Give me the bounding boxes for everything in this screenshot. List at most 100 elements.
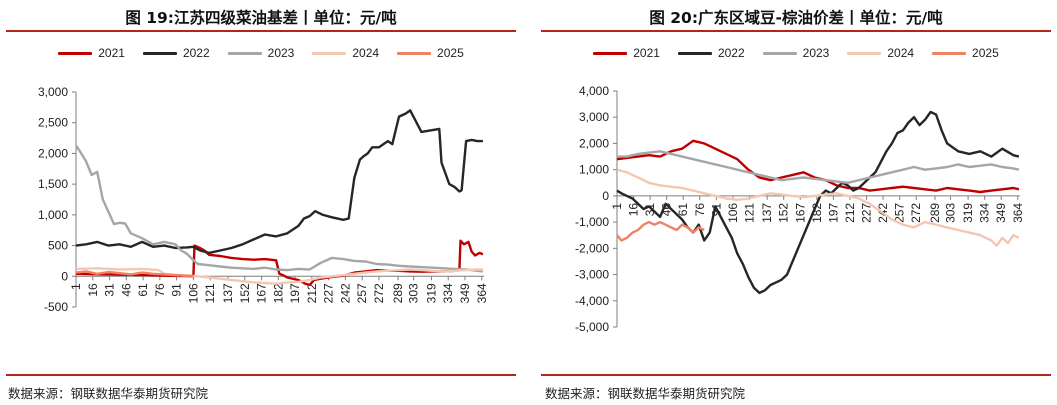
x-tick-label: 1 bbox=[610, 203, 624, 210]
x-tick-label: 91 bbox=[170, 283, 184, 297]
bottom-divider-right bbox=[541, 374, 1051, 376]
legend-label: 2021 bbox=[633, 46, 660, 60]
x-tick-label: 289 bbox=[928, 203, 942, 223]
x-tick-label: 212 bbox=[305, 283, 319, 303]
y-tick-label: -4,000 bbox=[575, 294, 609, 308]
x-tick-label: 303 bbox=[943, 203, 957, 223]
legend-item-2025: 2025 bbox=[397, 44, 464, 62]
chart-panel-right: 图 20:广东区域豆-棕油价差丨单位：元/吨 2021 2022 2023 2024 2… bbox=[535, 0, 1057, 380]
x-tick-label: 61 bbox=[676, 203, 690, 217]
legend-item-2023: 2023 bbox=[762, 44, 830, 62]
series-line-2025 bbox=[616, 220, 705, 242]
chart-title-right: 图 20:广东区域豆-棕油价差丨单位：元/吨 bbox=[649, 9, 943, 27]
legend-swatch bbox=[932, 51, 967, 55]
x-tick-label: 167 bbox=[255, 283, 269, 303]
x-tick-label: 182 bbox=[271, 283, 285, 303]
plot-area-left: 3,000 2,500 2,000 1,500 1,000 500 0 -500 1 16 31 46… bbox=[38, 85, 489, 314]
y-tick-label: -500 bbox=[44, 300, 68, 314]
legend-label: 2021 bbox=[98, 46, 125, 60]
x-tick-label: 31 bbox=[103, 283, 117, 297]
legend-item-2023: 2023 bbox=[227, 44, 295, 62]
legend-swatch bbox=[397, 51, 432, 55]
chart-panel-left: 图 19:江苏四级菜油基差丨单位：元/吨 2021 2022 2023 2024 202… bbox=[0, 0, 522, 380]
x-tick-label: 272 bbox=[372, 283, 386, 303]
x-tick-label: 227 bbox=[860, 203, 874, 223]
x-tick-label: 319 bbox=[961, 203, 975, 223]
x-tick-label: 16 bbox=[627, 203, 641, 217]
x-tick-label: 137 bbox=[760, 203, 774, 223]
legend-item-2022: 2022 bbox=[677, 44, 745, 62]
legend-swatch bbox=[142, 51, 177, 55]
legend-swatch bbox=[312, 51, 347, 55]
legend-right: 2021 2022 2023 2024 2025 bbox=[535, 44, 1057, 62]
series-line-2023 bbox=[74, 144, 484, 273]
x-tick-label: 197 bbox=[826, 203, 840, 223]
x-tick-label: 212 bbox=[843, 203, 857, 223]
legend-item-2024: 2024 bbox=[312, 44, 379, 62]
legend-item-2022: 2022 bbox=[142, 44, 210, 62]
legend-label: 2025 bbox=[437, 46, 464, 60]
y-tick-label: 0 bbox=[61, 269, 68, 283]
legend-left: 2021 2022 2023 2024 2025 bbox=[0, 44, 522, 62]
series-line-2025 bbox=[75, 270, 194, 278]
x-tick-label: 137 bbox=[221, 283, 235, 303]
x-tick-label: 16 bbox=[86, 283, 100, 297]
y-tick-label: 2,500 bbox=[38, 116, 68, 130]
legend-label: 2023 bbox=[267, 46, 295, 60]
legend-label: 2024 bbox=[887, 46, 915, 60]
plot-area-right: 4,000 3,000 2,000 1,000 0 -1,000 -2,000 -3,000 -… bbox=[575, 84, 1025, 334]
legend-swatch bbox=[58, 51, 93, 55]
legend-swatch bbox=[677, 51, 712, 55]
x-tick-label: 167 bbox=[793, 203, 807, 223]
y-tick-label: 3,000 bbox=[579, 110, 609, 124]
x-tick-label: 106 bbox=[186, 283, 200, 303]
x-tick-label: 182 bbox=[810, 203, 824, 223]
y-tick-label: 500 bbox=[48, 239, 68, 253]
y-tick-label: 0 bbox=[602, 189, 609, 203]
series-line-2021 bbox=[616, 139, 1020, 194]
x-tick-label: 257 bbox=[355, 283, 369, 303]
x-tick-label: 364 bbox=[1011, 203, 1025, 223]
series-line-2023 bbox=[617, 150, 1020, 185]
legend-label: 2024 bbox=[352, 46, 380, 60]
y-tick-label: 4,000 bbox=[579, 84, 609, 98]
x-tick-label: 227 bbox=[322, 283, 336, 303]
y-tick-label: -3,000 bbox=[575, 268, 609, 282]
series-line-2022 bbox=[75, 109, 483, 255]
legend-swatch bbox=[762, 51, 797, 55]
x-tick-label: 31 bbox=[643, 203, 657, 217]
legend-item-2021: 2021 bbox=[593, 44, 660, 62]
x-tick-label: 1 bbox=[69, 283, 83, 290]
series-line-2022 bbox=[616, 110, 1020, 295]
y-tick-label: -1,000 bbox=[575, 215, 609, 229]
title-divider-right bbox=[541, 30, 1051, 32]
x-tick-label: 257 bbox=[893, 203, 907, 223]
x-tick-label: 364 bbox=[475, 283, 489, 303]
x-tick-label: 106 bbox=[726, 203, 740, 223]
bottom-divider-left bbox=[6, 374, 516, 376]
y-tick-label: -5,000 bbox=[575, 320, 609, 334]
legend-label: 2025 bbox=[972, 46, 999, 60]
series-line-2021 bbox=[75, 239, 484, 287]
title-divider-left bbox=[6, 30, 516, 32]
legend-label: 2022 bbox=[182, 46, 210, 60]
x-tick-label: 76 bbox=[693, 203, 707, 217]
legend-item-2021: 2021 bbox=[58, 44, 125, 62]
y-tick-label: 2,000 bbox=[38, 146, 68, 160]
chart-title-left: 图 19:江苏四级菜油基差丨单位：元/吨 bbox=[125, 9, 397, 27]
x-tick-label: 349 bbox=[994, 203, 1008, 223]
source-note-right: 数据来源：钢联数据华泰期货研究院 bbox=[545, 386, 746, 401]
legend-item-2024: 2024 bbox=[847, 44, 914, 62]
legend-swatch bbox=[593, 51, 628, 55]
legend-swatch bbox=[227, 51, 262, 55]
x-tick-label: 121 bbox=[742, 203, 756, 223]
legend-swatch bbox=[847, 51, 882, 55]
x-tick-label: 152 bbox=[238, 283, 252, 303]
x-tick-label: 303 bbox=[407, 283, 421, 303]
legend-label: 2023 bbox=[802, 46, 830, 60]
x-tick-label: 46 bbox=[119, 283, 133, 297]
x-tick-label: 334 bbox=[978, 203, 992, 223]
y-tick-label: 2,000 bbox=[579, 136, 609, 150]
x-tick-label: 76 bbox=[153, 283, 167, 297]
x-tick-label: 334 bbox=[441, 283, 455, 303]
